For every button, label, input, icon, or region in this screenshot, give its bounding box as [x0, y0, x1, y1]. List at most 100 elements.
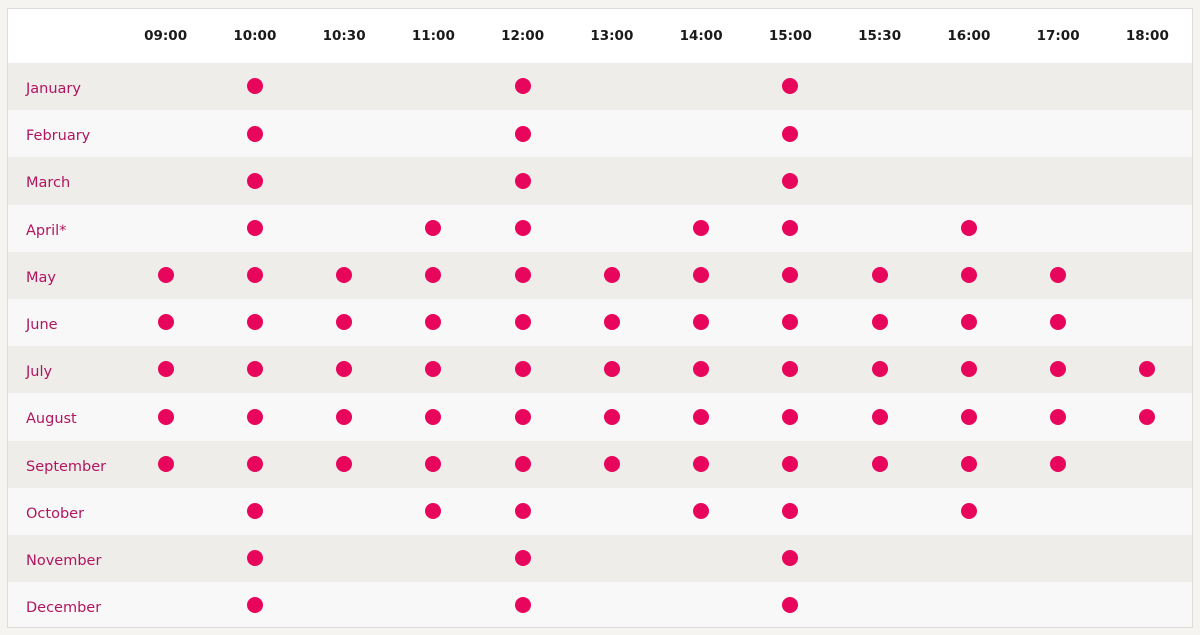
tour-available-dot-icon — [514, 219, 531, 236]
tour-available-dot-icon — [246, 219, 263, 236]
tour-available-dot-icon — [782, 125, 799, 142]
slot-cell — [389, 63, 478, 110]
tour-available-dot-icon — [1139, 408, 1156, 425]
slot-cell — [1014, 110, 1103, 157]
time-header: 11:00 — [411, 28, 455, 44]
slot-cell — [478, 252, 567, 299]
tour-available-dot-icon — [336, 314, 353, 331]
tour-available-dot-icon — [960, 314, 977, 331]
slot-cell — [121, 582, 210, 627]
tour-available-dot-icon — [1050, 455, 1067, 472]
slot-cell — [835, 205, 924, 252]
slot-cell — [210, 346, 299, 393]
tour-available-dot-icon — [782, 314, 799, 331]
table-row: December — [8, 582, 1192, 627]
slot-cell — [924, 205, 1013, 252]
table-row: February — [8, 110, 1192, 158]
tour-available-dot-icon — [514, 125, 531, 142]
tour-available-dot-icon — [871, 361, 888, 378]
slot-cell — [1014, 441, 1103, 488]
slot-cell — [1103, 441, 1192, 488]
slot-cell — [1014, 299, 1103, 346]
slot-cell — [121, 157, 210, 204]
month-label: June — [26, 317, 58, 334]
slot-cell — [835, 441, 924, 488]
month-label: July — [26, 364, 53, 381]
slot-cell — [924, 299, 1013, 346]
month-label: March — [26, 175, 71, 192]
slot-cell — [924, 582, 1013, 627]
tour-available-dot-icon — [603, 314, 620, 331]
tour-available-dot-icon — [336, 455, 353, 472]
slot-cell — [1014, 63, 1103, 110]
slot-cell — [478, 110, 567, 157]
slot-cell — [300, 582, 389, 627]
slot-cell — [121, 252, 210, 299]
slot-cell — [567, 299, 656, 346]
tour-available-dot-icon — [246, 125, 263, 142]
slot-cell — [657, 157, 746, 204]
tour-available-dot-icon — [603, 408, 620, 425]
tour-available-dot-icon — [960, 219, 977, 236]
slot-cell — [1103, 299, 1192, 346]
tour-available-dot-icon — [246, 408, 263, 425]
time-header: 14:00 — [679, 28, 723, 44]
slot-cell — [478, 441, 567, 488]
slot-cell — [1103, 110, 1192, 157]
table-row: September — [8, 440, 1192, 488]
tour-available-dot-icon — [1050, 361, 1067, 378]
tour-available-dot-icon — [246, 503, 263, 520]
month-label: February — [26, 128, 91, 145]
tour-available-dot-icon — [514, 408, 531, 425]
slot-cell — [1103, 582, 1192, 627]
slot-cell — [300, 346, 389, 393]
tour-available-dot-icon — [514, 78, 531, 95]
time-header: 09:00 — [144, 28, 188, 44]
slot-cell — [657, 488, 746, 535]
slot-cell — [478, 393, 567, 440]
slot-cell — [389, 393, 478, 440]
slot-cell — [746, 535, 835, 582]
slot-cell — [746, 252, 835, 299]
slot-cell — [835, 299, 924, 346]
slot-cell — [657, 110, 746, 157]
slot-cell — [1103, 63, 1192, 110]
slot-cell — [657, 252, 746, 299]
table-row: October — [8, 487, 1192, 535]
tour-available-dot-icon — [871, 455, 888, 472]
slot-cell — [835, 535, 924, 582]
month-column-header — [8, 9, 121, 63]
slot-cell — [1103, 488, 1192, 535]
tour-available-dot-icon — [871, 267, 888, 284]
schedule-table: 09:00 10:00 10:30 11:00 12:00 13:00 14:00 15:00… — [8, 9, 1192, 627]
slot-cell — [567, 535, 656, 582]
tour-available-dot-icon — [246, 455, 263, 472]
slot-cell — [746, 205, 835, 252]
slot-cell — [478, 205, 567, 252]
tour-available-dot-icon — [425, 267, 442, 284]
slot-cell — [1014, 252, 1103, 299]
tour-available-dot-icon — [1050, 408, 1067, 425]
slot-cell — [389, 346, 478, 393]
slot-cell — [924, 157, 1013, 204]
slot-cell — [300, 205, 389, 252]
slot-cell — [210, 110, 299, 157]
tour-available-dot-icon — [246, 172, 263, 189]
tour-available-dot-icon — [1050, 314, 1067, 331]
tour-available-dot-icon — [960, 455, 977, 472]
tour-available-dot-icon — [782, 455, 799, 472]
tour-available-dot-icon — [246, 550, 263, 567]
tour-available-dot-icon — [782, 78, 799, 95]
tour-available-dot-icon — [425, 503, 442, 520]
time-header: 10:30 — [322, 28, 366, 44]
tour-available-dot-icon — [157, 314, 174, 331]
table-row: March — [8, 157, 1192, 205]
tour-available-dot-icon — [693, 455, 710, 472]
tour-available-dot-icon — [693, 503, 710, 520]
slot-cell — [746, 110, 835, 157]
slot-cell — [210, 205, 299, 252]
slot-cell — [300, 252, 389, 299]
slot-cell — [567, 441, 656, 488]
slot-cell — [121, 346, 210, 393]
tour-available-dot-icon — [425, 455, 442, 472]
